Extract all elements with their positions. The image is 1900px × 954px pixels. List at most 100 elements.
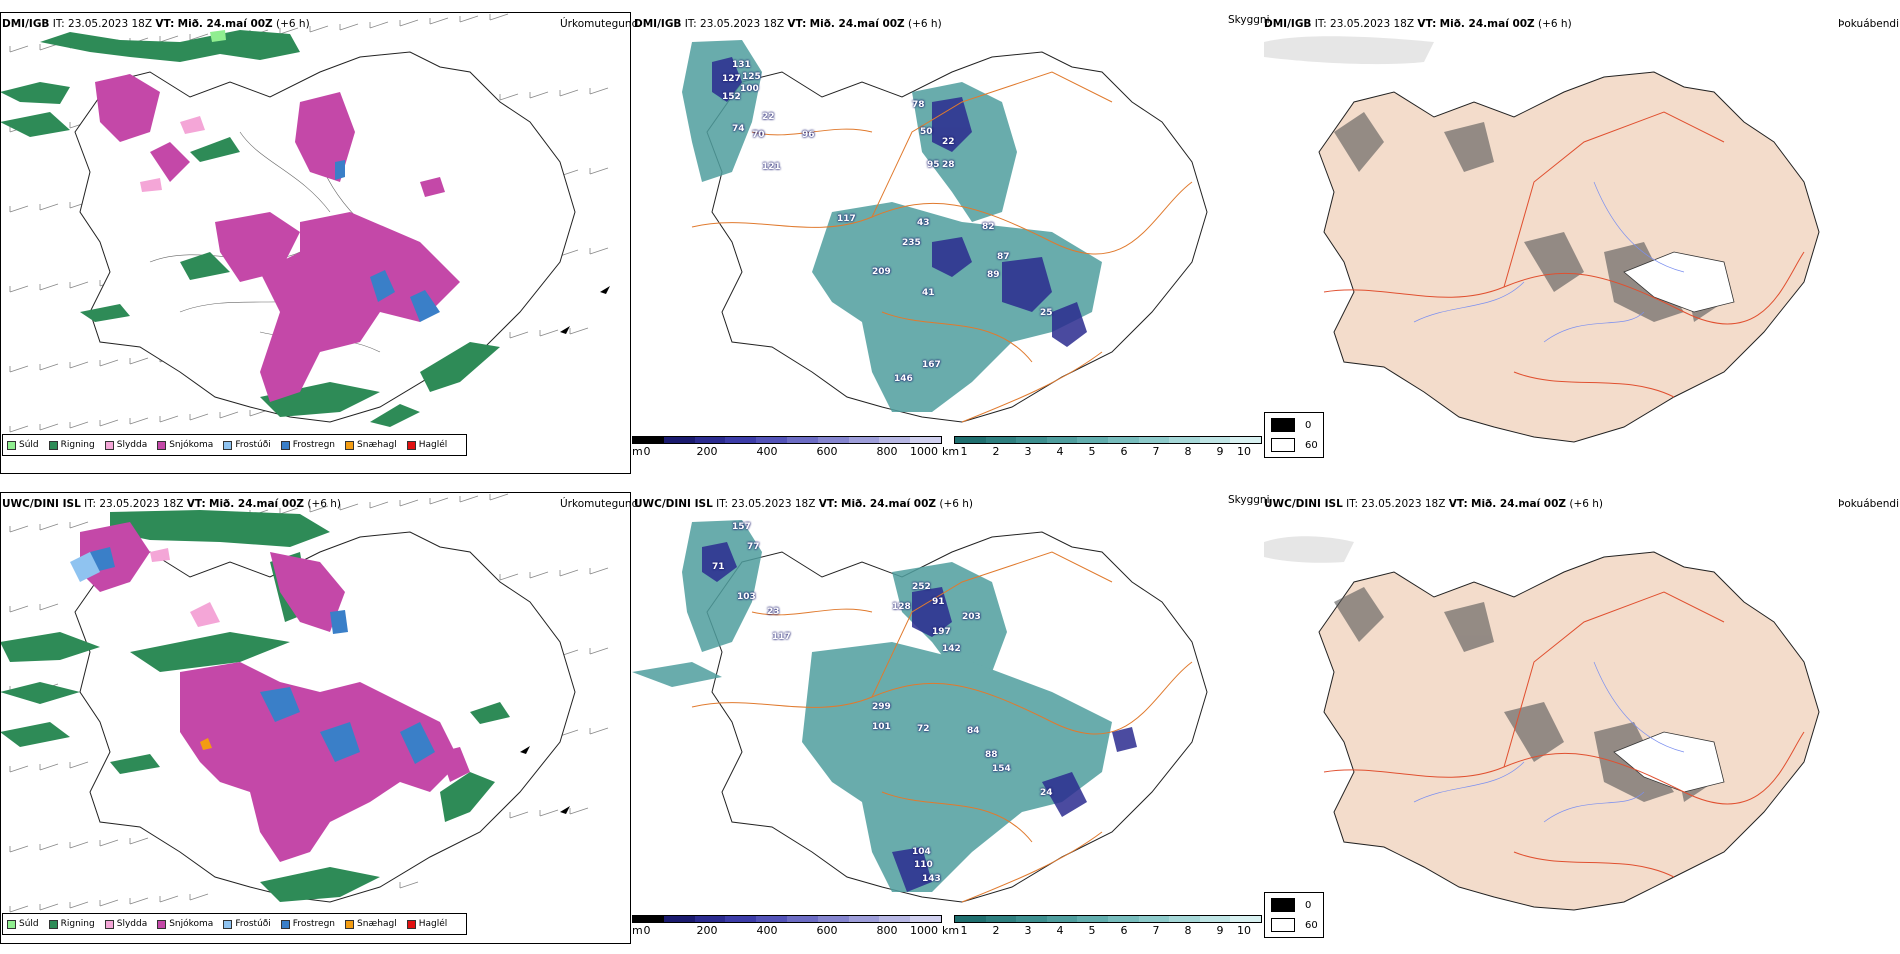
it-value: 23.05.2023 18Z (731, 498, 816, 510)
run-header-bottom-precip: UWC/DINI ISL IT: 23.05.2023 18Z VT: Mið.… (2, 498, 341, 510)
model-name: DMI/IGB (634, 18, 682, 30)
legend-item: Frostregn (280, 919, 335, 929)
visibility-tick: 2 (992, 924, 1000, 937)
ceiling-tick: 0 (643, 445, 651, 458)
model-name: UWC/DINI ISL (634, 498, 713, 510)
ceiling-value-label: 91 (932, 597, 945, 607)
vt-value: Mið. 24.maí 00Z (209, 498, 305, 510)
ceiling-value-label: 131 (732, 60, 751, 70)
visibility-tick: 3 (1024, 924, 1032, 937)
it-label: IT: (84, 498, 97, 510)
ceiling-bar (632, 436, 942, 444)
visibility-tick: 10 (1237, 924, 1251, 937)
lead-time: (+6 h) (307, 498, 342, 510)
it-value: 23.05.2023 18Z (700, 18, 785, 30)
panel-title-precip-top: Úrkomutegund (560, 18, 639, 30)
ceiling-tick: 1000 (910, 445, 938, 458)
legend-swatch (7, 440, 16, 450)
legend-swatch (280, 440, 290, 450)
fog-legend-row: 0 (1271, 898, 1311, 912)
it-label: IT: (684, 18, 697, 30)
ceiling-tick: 400 (756, 445, 778, 458)
vt-value: Mið. 24.maí 00Z (809, 18, 905, 30)
ceiling-tick: 600 (816, 924, 838, 937)
ceiling-value-label: 146 (894, 374, 913, 384)
vt-value: Mið. 24.maí 00Z (177, 18, 273, 30)
legend-swatch (157, 440, 167, 450)
visibility-tick: 7 (1152, 445, 1160, 458)
fog-legend-row: 0 (1271, 418, 1311, 432)
ceiling-colorbar-top: m 0 200 400 600 800 1000 (632, 436, 942, 472)
fog-legend-label: 60 (1305, 439, 1318, 451)
fog-legend-bottom: 0 60 (1264, 892, 1324, 938)
ceiling-value-label: 22 (942, 137, 955, 147)
legend-label: Rigning (60, 440, 95, 450)
cloudbase-panel-top: 131 127 125 100 152 22 74 70 121 96 78 50 22 95 28 43 11… (632, 12, 1262, 474)
it-value: 23.05.2023 18Z (68, 18, 153, 30)
ceiling-value-label: 22 (762, 112, 775, 122)
legend-item: Rigning (48, 440, 95, 450)
ceiling-value-label: 82 (982, 222, 995, 232)
visibility-tick: 2 (992, 445, 1000, 458)
run-header-top-cloud: DMI/IGB IT: 23.05.2023 18Z VT: Mið. 24.m… (634, 18, 942, 30)
ceiling-value-label: 70 (752, 130, 765, 140)
ceiling-tick: 400 (756, 924, 778, 937)
ceiling-value-label: 197 (932, 627, 951, 637)
legend-label: Snæhagl (357, 919, 397, 929)
cloudbase-panel-bottom: 157 77 71 103 117 23 252 128 91 197 203 142 299 101 72… (632, 492, 1262, 912)
it-label: IT: (52, 18, 65, 30)
visibility-bar (954, 915, 1262, 923)
vt-value: Mið. 24.maí 00Z (841, 498, 937, 510)
visibility-tick: 10 (1237, 445, 1251, 458)
ceiling-value-label: 101 (872, 722, 891, 732)
ceiling-value-label: 87 (997, 252, 1010, 262)
ceiling-value-label: 78 (912, 100, 925, 110)
model-name: UWC/DINI ISL (2, 498, 81, 510)
model-name: DMI/IGB (1264, 18, 1312, 30)
panel-title-precip-bottom: Úrkomutegund (560, 498, 639, 510)
legend-label: Frostúði (235, 919, 271, 929)
ceiling-value-label: 25 (1040, 308, 1053, 318)
visibility-tick: 5 (1088, 924, 1096, 937)
legend-swatch (280, 919, 290, 929)
visibility-colorbar-bottom: km 1 2 3 4 5 6 7 8 9 10 (942, 915, 1262, 951)
ceiling-value-label: 125 (742, 72, 761, 82)
visibility-bar (954, 436, 1262, 444)
fog-swatch-white (1271, 918, 1295, 932)
ceiling-value-label: 95 (927, 160, 940, 170)
visibility-tick: 9 (1216, 445, 1224, 458)
ceiling-value-label: 100 (740, 84, 759, 94)
legend-swatch (7, 919, 16, 929)
run-header-bottom-fog: UWC/DINI ISL IT: 23.05.2023 18Z VT: Mið.… (1264, 498, 1603, 510)
panel-title-fog-bottom: Þokuábendi (1838, 498, 1899, 510)
ceiling-value-label: 96 (802, 130, 815, 140)
ceiling-value-label: 142 (942, 644, 961, 654)
visibility-unit: km (942, 924, 960, 937)
visibility-unit: km (942, 445, 960, 458)
legend-item: Snjókoma (157, 919, 213, 929)
legend-label: Frostúði (235, 440, 271, 450)
legend-item: Frostúði (223, 919, 271, 929)
precip-legend-top: Súld Rigning Slydda Snjókoma Frostúði Fr… (2, 434, 467, 456)
run-header-top-precip: DMI/IGB IT: 23.05.2023 18Z VT: Mið. 24.m… (2, 18, 310, 30)
legend-swatch (345, 440, 355, 450)
legend-item: Haglél (406, 919, 447, 929)
fog-legend-label: 60 (1305, 919, 1318, 931)
ceiling-tick: 0 (643, 924, 651, 937)
legend-item: Slydda (104, 919, 147, 929)
vt-label: VT: (787, 18, 807, 30)
legend-label: Súld (19, 919, 39, 929)
visibility-tick: 4 (1056, 445, 1064, 458)
ceiling-value-label: 77 (747, 542, 760, 552)
lead-time: (+6 h) (276, 18, 310, 30)
legend-item: Rigning (48, 919, 95, 929)
it-value: 23.05.2023 18Z (99, 498, 184, 510)
lead-time: (+6 h) (1569, 498, 1604, 510)
ceiling-value-label: 157 (732, 522, 751, 532)
legend-item: Frostregn (280, 440, 335, 450)
visibility-tick: 7 (1152, 924, 1160, 937)
ceiling-value-label: 28 (942, 160, 955, 170)
legend-swatch (345, 919, 355, 929)
visibility-tick: 8 (1184, 445, 1192, 458)
ceiling-value-label: 71 (712, 562, 725, 572)
